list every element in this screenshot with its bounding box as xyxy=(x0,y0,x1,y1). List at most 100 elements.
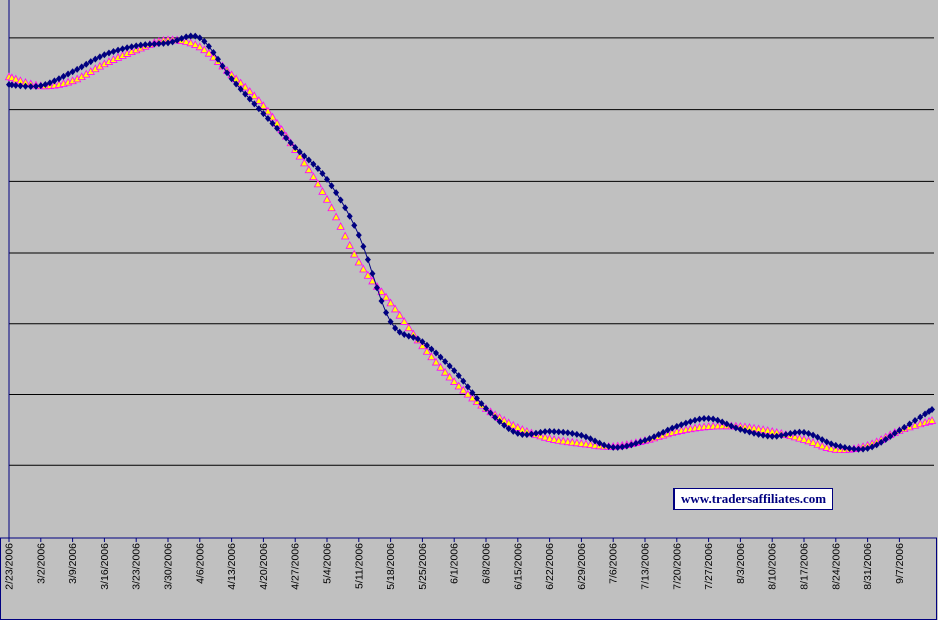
series-1-point xyxy=(296,148,303,156)
x-tick-label: 6/15/2006 xyxy=(512,543,524,590)
series-1-point xyxy=(42,80,49,88)
series-1-point xyxy=(87,58,94,66)
x-tick-label: 6/8/2006 xyxy=(481,543,493,584)
series-1-point xyxy=(369,270,376,278)
series-1-point xyxy=(228,75,235,83)
series-1-point xyxy=(96,53,103,61)
series-2-point xyxy=(568,437,577,446)
series-1-point xyxy=(278,129,285,137)
series-1-point xyxy=(673,422,680,430)
series-2-point xyxy=(422,346,432,355)
series-1-point xyxy=(560,428,567,436)
series-1-point xyxy=(274,124,281,132)
x-tick-label: 8/17/2006 xyxy=(799,543,811,590)
series-1-point xyxy=(27,82,34,90)
series-1-point xyxy=(446,362,453,370)
series-1-point xyxy=(596,439,603,447)
series-1-point xyxy=(242,90,249,98)
series-2-point xyxy=(318,187,327,195)
series-2-point xyxy=(354,257,363,266)
series-1-point xyxy=(74,65,81,73)
series-1-point xyxy=(882,435,889,443)
series-1-point xyxy=(12,81,19,89)
series-1-point xyxy=(264,114,271,122)
series-1-point xyxy=(719,418,726,426)
x-tick-label: 8/31/2006 xyxy=(862,543,874,590)
series-2-point xyxy=(209,52,218,61)
series-1-point xyxy=(573,430,580,438)
series-2-point xyxy=(368,276,377,285)
series-1-point xyxy=(773,432,780,440)
series-2-point xyxy=(350,249,359,258)
series-1-point xyxy=(105,49,112,57)
x-tick-label: 8/10/2006 xyxy=(767,543,779,590)
series-1-point xyxy=(501,421,508,429)
x-tick-labels: 2/23/2006 3/2/2006 3/9/2006 3/16/2006 3/23/2… xyxy=(4,543,906,590)
series-1-point xyxy=(714,416,721,424)
series-1-point xyxy=(283,134,290,142)
series-1-point xyxy=(237,85,244,93)
series-1-point xyxy=(505,425,512,433)
series-1-point xyxy=(637,438,644,446)
series-1-point xyxy=(410,333,417,341)
series-1-point xyxy=(873,441,880,449)
x-tick-label: 4/13/2006 xyxy=(226,543,238,590)
series-1-point xyxy=(823,438,830,446)
series-1-point xyxy=(705,414,712,422)
series-1-point xyxy=(578,431,585,439)
series-1-point xyxy=(101,51,108,59)
series-1-point xyxy=(801,428,807,436)
series-1-point xyxy=(810,431,817,439)
series-1-point xyxy=(537,428,544,436)
series-1-point xyxy=(519,430,526,438)
series-1-point xyxy=(929,405,935,413)
series-2-point xyxy=(322,194,332,203)
series-1-point xyxy=(651,433,658,441)
series-1-point xyxy=(414,335,421,343)
series-1-point xyxy=(528,430,535,438)
series-1-point xyxy=(850,445,857,453)
series-1-point xyxy=(755,430,762,438)
x-tick-label: 6/29/2006 xyxy=(576,543,588,590)
series-2-point xyxy=(263,106,273,115)
series-1-point xyxy=(555,428,562,436)
series-1-point xyxy=(378,297,385,305)
series-1-point xyxy=(469,389,476,397)
x-tick-label: 7/13/2006 xyxy=(640,543,652,590)
series-1-point xyxy=(678,421,685,429)
series-1-point xyxy=(787,429,794,437)
series-1-point xyxy=(65,70,72,78)
series-2-point xyxy=(808,438,818,446)
series-2-point xyxy=(818,441,827,450)
series-1-point xyxy=(201,37,208,45)
x-tick-label: 5/11/2006 xyxy=(353,543,365,589)
series-1-point xyxy=(174,36,181,44)
series-1-point xyxy=(233,80,240,88)
x-tick-label: 9/7/2006 xyxy=(894,543,906,584)
series-1-point xyxy=(864,444,871,452)
series-1-point xyxy=(205,42,212,50)
x-tick-label: 3/30/2006 xyxy=(163,543,175,590)
series-1-point xyxy=(592,437,599,445)
series-1-point xyxy=(455,372,462,380)
series-1-point xyxy=(246,95,253,103)
series-1-point xyxy=(69,68,76,76)
series-1-point xyxy=(151,40,158,48)
series-1-point xyxy=(305,156,312,164)
series-1-point xyxy=(832,441,839,449)
series-1-point xyxy=(687,418,694,426)
series-1-point xyxy=(165,39,171,47)
x-tick-label: 8/24/2006 xyxy=(830,543,842,590)
series-1-point xyxy=(124,44,131,52)
x-tick-label: 5/18/2006 xyxy=(385,543,397,590)
series-1-point xyxy=(660,428,667,436)
series-1-point xyxy=(828,440,835,448)
series-1-point xyxy=(655,431,662,439)
series-1-point xyxy=(133,42,140,50)
series-2-point xyxy=(336,222,345,230)
series-2-point xyxy=(813,439,822,448)
series-2-point xyxy=(822,443,831,451)
x-tick-label: 3/2/2006 xyxy=(35,543,47,584)
series-2-point xyxy=(250,91,259,100)
series-1-point xyxy=(496,417,503,425)
